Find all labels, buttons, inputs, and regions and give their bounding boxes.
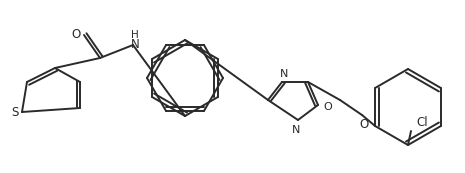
- Text: N: N: [292, 125, 300, 135]
- Text: Cl: Cl: [416, 116, 428, 130]
- Text: S: S: [11, 107, 19, 120]
- Text: H: H: [131, 30, 139, 40]
- Text: O: O: [71, 28, 80, 40]
- Text: N: N: [131, 38, 140, 51]
- Text: O: O: [324, 102, 332, 112]
- Text: O: O: [359, 119, 369, 131]
- Text: N: N: [280, 69, 288, 79]
